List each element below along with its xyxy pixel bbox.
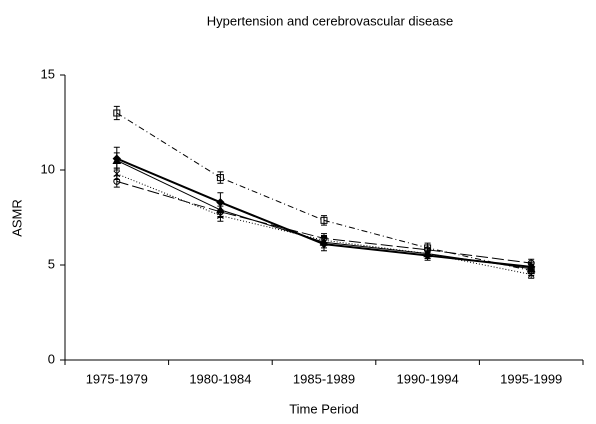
y-tick-label: 0	[48, 351, 55, 366]
marker	[113, 170, 121, 178]
series-line	[116, 160, 532, 270]
marker	[112, 155, 122, 164]
y-tick-label: 15	[41, 66, 55, 81]
marker	[320, 216, 328, 224]
x-tick-label: 1980-1984	[189, 371, 251, 386]
marker	[423, 249, 432, 258]
marker	[113, 109, 121, 117]
error-bar	[217, 171, 224, 184]
marker	[216, 205, 225, 214]
y-tick-label: 10	[41, 161, 55, 176]
series-line	[116, 173, 532, 275]
y-axis-label: ASMR	[9, 199, 24, 237]
marker	[319, 237, 329, 246]
x-tick-label: 1985-1989	[293, 371, 355, 386]
x-tick-label: 1990-1994	[397, 371, 459, 386]
x-tick-label: 1995-1999	[500, 371, 562, 386]
error-bar	[113, 105, 120, 121]
y-tick-label: 5	[48, 256, 55, 271]
marker	[526, 264, 536, 273]
chart-title: Hypertension and cerebrovascular disease	[207, 13, 453, 28]
marker	[216, 174, 224, 182]
x-tick-label: 1975-1979	[86, 371, 148, 386]
marker	[527, 271, 535, 278]
x-axis-label: Time Period	[289, 401, 359, 416]
